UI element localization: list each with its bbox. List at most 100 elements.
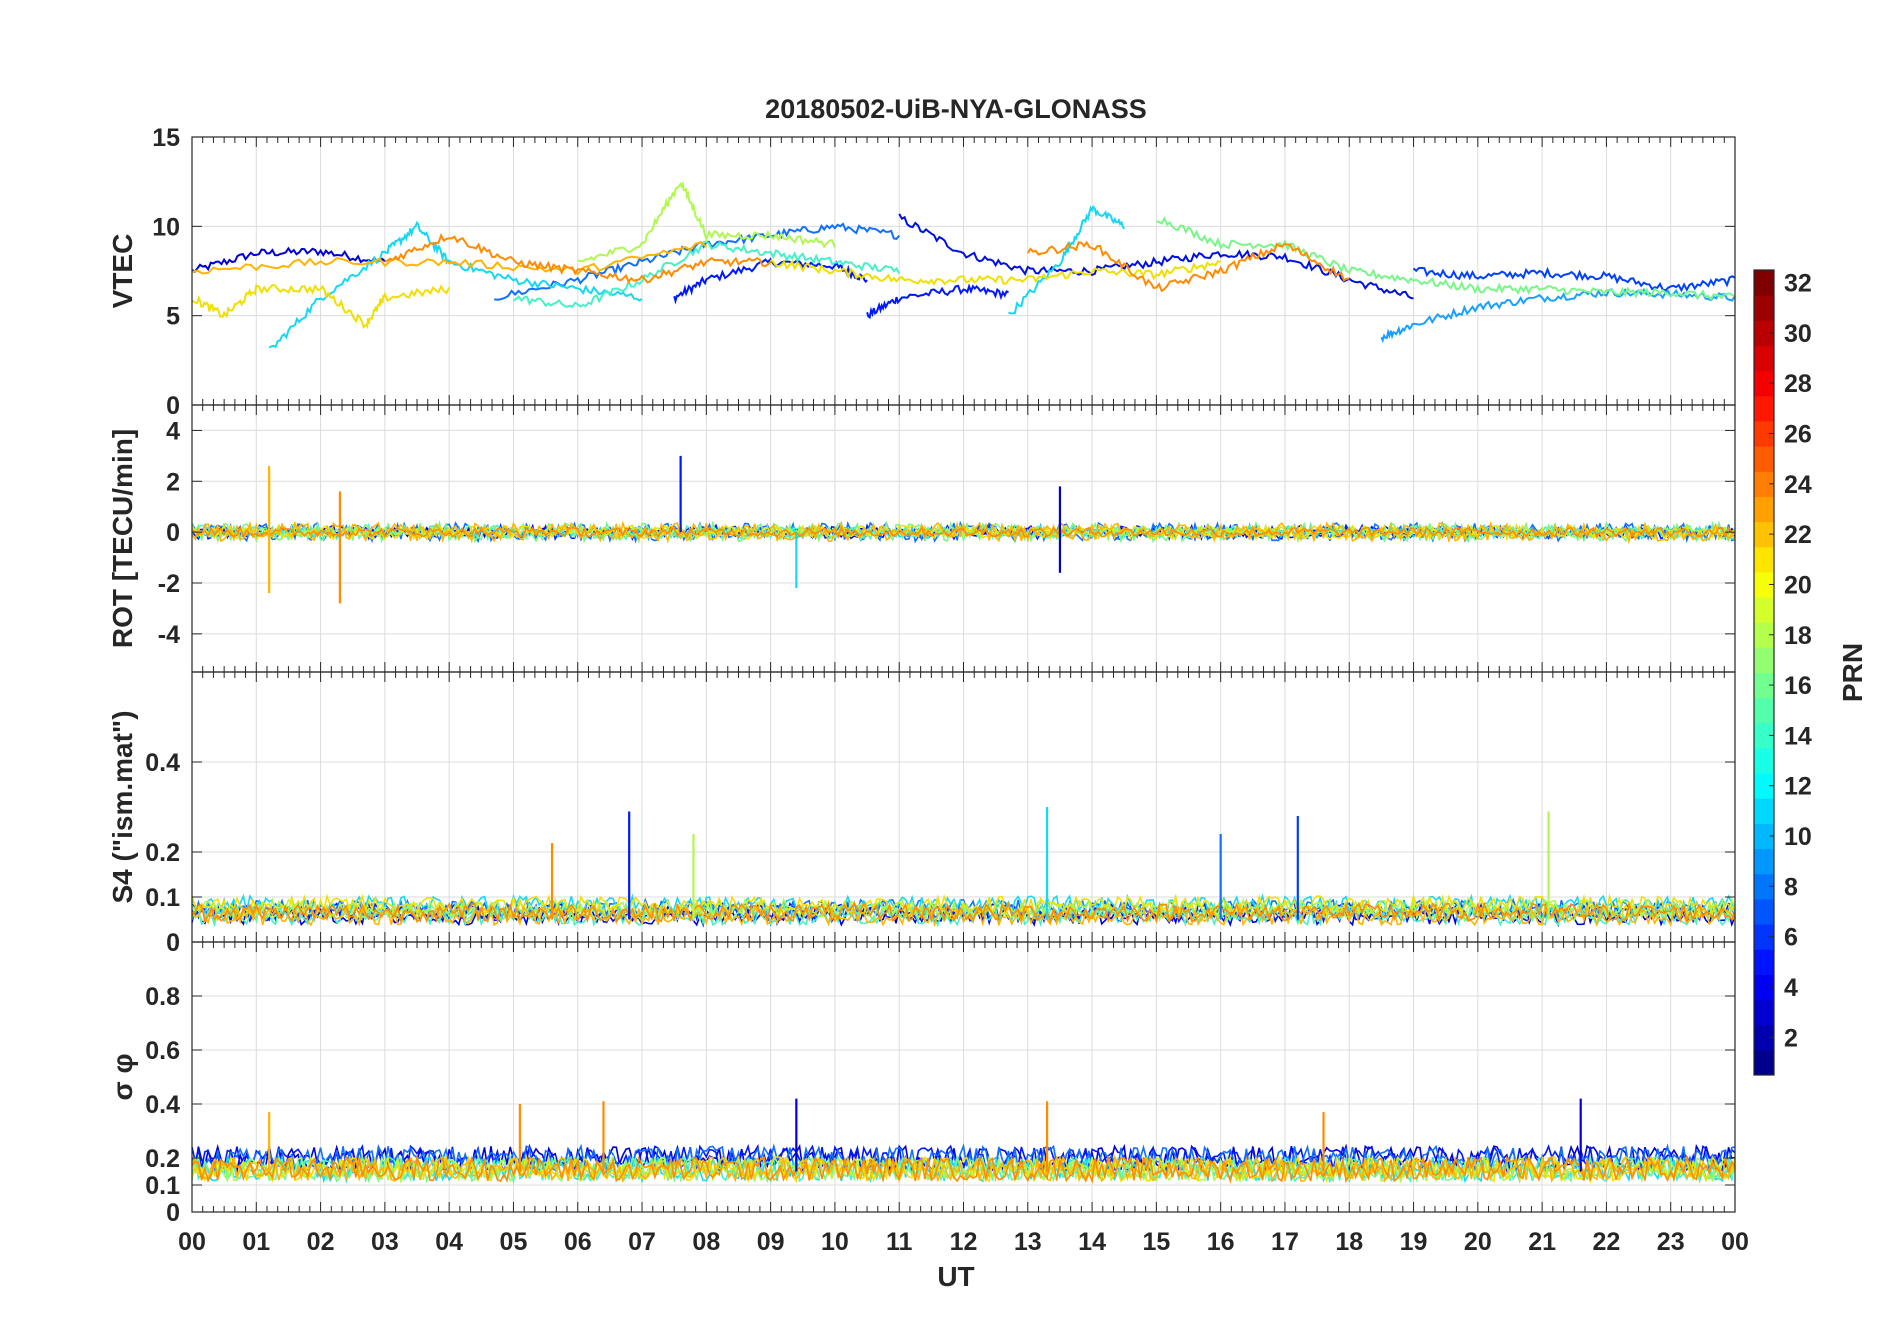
series-line [191,283,451,330]
series-line [191,904,1736,928]
series-group [191,180,1736,349]
x-tick-label: 09 [757,1228,785,1256]
colorbar-swatch [1754,345,1774,372]
y-tick-label: 0.2 [145,1145,180,1173]
y-tick-label: 0.1 [145,884,180,912]
x-tick-label: 04 [435,1228,463,1256]
colorbar-swatch [1754,446,1774,472]
colorbar-swatch [1754,647,1774,673]
colorbar-tick-label: 28 [1784,370,1812,398]
y-axis-label: VTEC [107,234,138,309]
colorbar-swatch [1754,420,1774,447]
colorbar-swatch [1754,521,1774,548]
x-tick-label: 17 [1271,1228,1299,1256]
colorbar-tick-label: 30 [1784,320,1812,348]
x-tick-label: 19 [1400,1228,1428,1256]
y-tick-label: 0.1 [145,1172,180,1200]
colorbar-swatch [1754,270,1774,296]
colorbar-tick-label: 20 [1784,571,1812,599]
x-tick-label: 15 [1142,1228,1170,1256]
colorbar-box [1753,269,1775,1076]
x-tick-label: 00 [178,1228,206,1256]
x-tick-label: 22 [1593,1228,1621,1256]
x-tick-label: 00 [1721,1228,1749,1256]
x-tick-label: 14 [1078,1228,1106,1256]
series-line [384,232,772,284]
x-tick-label: 07 [628,1228,656,1256]
x-tick-label: 10 [821,1228,849,1256]
colorbar-tick-label: 22 [1784,521,1812,549]
y-tick-label: 0.6 [145,1037,180,1065]
colorbar-tick-label: 6 [1784,924,1798,952]
y-tick-label: 5 [166,303,180,331]
x-tick-label: 12 [950,1228,978,1256]
series-line [191,241,707,276]
x-tick-label: 03 [371,1228,399,1256]
colorbar-swatch [1754,924,1774,950]
x-tick-label: 06 [564,1228,592,1256]
x-axis-label: UT [937,1261,974,1292]
colorbar-swatch [1754,873,1774,900]
y-tick-label: 0.2 [145,839,180,867]
x-tick-label: 16 [1207,1228,1235,1256]
panel-s4: 0 0.1 0.2 0.4S4 ("ism.mat") [107,671,1736,957]
x-tick-label: 20 [1464,1228,1492,1256]
chart-title: 20180502-UiB-NYA-GLONASS [765,94,1147,124]
series-line [1008,205,1126,315]
x-tick-label: 05 [500,1228,528,1256]
colorbar-swatch [1754,798,1774,824]
colorbar-swatch [1754,823,1774,850]
x-tick-label: 08 [692,1228,720,1256]
y-tick-label: 0 [166,929,180,957]
y-axis-label: σ φ [107,1054,138,1101]
series-line [191,525,1736,539]
colorbar-tick-label: 16 [1784,672,1812,700]
colorbar-swatch [1754,697,1774,724]
panel-sigma: 00.10.2 0.4 0.6 0.8 σ φ [107,941,1736,1227]
colorbar-swatch [1754,597,1774,623]
x-tick-label: 13 [1014,1228,1042,1256]
y-tick-label: 0.8 [145,983,180,1011]
panel-vtec: 0 5 10 15 VTEC [107,124,1736,420]
y-tick-label: 10 [152,213,180,241]
colorbar-swatch [1754,622,1774,648]
colorbar-swatch [1754,898,1774,925]
colorbar-swatch [1754,974,1774,1001]
series-group [191,807,1736,928]
colorbar-tick-label: 26 [1784,421,1812,449]
x-tick-label: 23 [1657,1228,1685,1256]
x-tick-label: 02 [307,1228,335,1256]
colorbar-swatch [1754,471,1774,497]
colorbar-swatch [1754,571,1774,598]
colorbar-tick-label: 24 [1784,471,1812,499]
colorbar-tick-label: 2 [1784,1024,1798,1052]
colorbar-swatch [1754,320,1774,346]
axes-box [191,941,1736,1213]
colorbar-swatch [1754,722,1774,749]
series-line [191,1143,1736,1173]
colorbar-tick-label: 12 [1784,773,1812,801]
colorbar-swatch [1754,672,1774,699]
y-tick-label: 4 [166,417,180,445]
colorbar-tick-label: 8 [1784,873,1798,901]
y-tick-label: 0.4 [145,1091,180,1119]
colorbar-tick-label: 18 [1784,622,1812,650]
colorbar-tick-label: 32 [1784,270,1812,298]
colorbar-swatch [1754,370,1774,397]
x-tick-label: 18 [1335,1228,1363,1256]
y-tick-label: 0 [166,1199,180,1227]
y-tick-label: -4 [158,621,180,649]
y-tick-label: 0.4 [145,749,180,777]
colorbar-swatch [1754,546,1774,573]
series-line [191,520,1736,545]
series-line [769,258,1221,286]
series-line [1412,266,1736,293]
colorbar-swatch [1754,848,1774,875]
series-line [191,1154,1736,1185]
colorbar-swatch [1754,1049,1774,1076]
y-tick-label: 15 [152,124,180,152]
series-line [1026,240,1350,293]
x-tick-label: 11 [886,1228,913,1256]
